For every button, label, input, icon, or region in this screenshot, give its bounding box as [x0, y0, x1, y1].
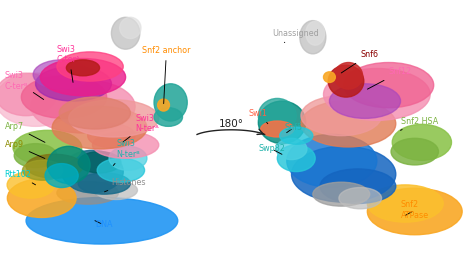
Ellipse shape	[323, 72, 335, 82]
Ellipse shape	[8, 179, 76, 218]
Ellipse shape	[120, 17, 141, 39]
Ellipse shape	[22, 160, 63, 180]
Ellipse shape	[339, 188, 382, 209]
Text: DNA: DNA	[95, 220, 112, 229]
Ellipse shape	[57, 181, 118, 204]
Ellipse shape	[306, 21, 325, 45]
Ellipse shape	[109, 146, 147, 170]
Ellipse shape	[258, 101, 306, 144]
Ellipse shape	[111, 17, 140, 49]
Text: Arp9: Arp9	[5, 140, 45, 159]
Ellipse shape	[329, 84, 401, 118]
Ellipse shape	[367, 188, 462, 235]
Ellipse shape	[280, 127, 313, 144]
Text: Snf2 anchor: Snf2 anchor	[142, 46, 191, 104]
Ellipse shape	[287, 134, 377, 188]
Text: Histones: Histones	[104, 178, 146, 192]
Ellipse shape	[300, 21, 326, 54]
Ellipse shape	[31, 80, 135, 133]
Ellipse shape	[0, 73, 76, 126]
Ellipse shape	[261, 121, 294, 137]
Ellipse shape	[154, 84, 187, 121]
Text: Swi3
N-terᴬ: Swi3 N-terᴬ	[123, 114, 159, 142]
Ellipse shape	[320, 169, 396, 203]
Text: 180°: 180°	[219, 119, 243, 129]
Ellipse shape	[344, 63, 434, 108]
Ellipse shape	[57, 52, 123, 81]
Text: Swi3
C-terᴮ: Swi3 C-terᴮ	[5, 72, 44, 99]
Ellipse shape	[7, 172, 55, 198]
Ellipse shape	[40, 59, 126, 96]
Text: Snf2
ATPase: Snf2 ATPase	[401, 201, 428, 220]
Ellipse shape	[258, 98, 296, 133]
Ellipse shape	[0, 73, 57, 116]
Ellipse shape	[26, 154, 83, 178]
Ellipse shape	[13, 130, 82, 165]
Ellipse shape	[292, 146, 396, 202]
Ellipse shape	[276, 138, 307, 160]
Ellipse shape	[62, 150, 123, 193]
Ellipse shape	[69, 100, 159, 137]
Ellipse shape	[324, 69, 430, 120]
Text: Unassigned: Unassigned	[273, 29, 319, 43]
Ellipse shape	[78, 152, 121, 173]
Text: Swp82: Swp82	[258, 144, 285, 154]
Ellipse shape	[154, 108, 182, 126]
Ellipse shape	[26, 197, 178, 244]
Text: Swi3
C-terᴬ: Swi3 C-terᴬ	[57, 45, 81, 82]
Ellipse shape	[21, 76, 107, 118]
Ellipse shape	[95, 181, 137, 200]
Ellipse shape	[33, 60, 90, 89]
Ellipse shape	[301, 100, 396, 147]
Ellipse shape	[88, 124, 135, 148]
Ellipse shape	[328, 65, 364, 97]
Ellipse shape	[52, 106, 147, 149]
Ellipse shape	[78, 173, 130, 194]
Ellipse shape	[47, 146, 90, 184]
Ellipse shape	[334, 63, 363, 89]
Text: Arp7: Arp7	[5, 122, 45, 142]
Ellipse shape	[59, 97, 130, 129]
Ellipse shape	[391, 138, 438, 165]
Ellipse shape	[97, 158, 145, 182]
Text: Swi1: Swi1	[249, 109, 268, 124]
Ellipse shape	[92, 132, 159, 158]
Ellipse shape	[157, 99, 170, 111]
Text: Swi3
N-terᴮ: Swi3 N-terᴮ	[113, 139, 140, 165]
Ellipse shape	[367, 185, 443, 222]
Text: Snf6: Snf6	[341, 50, 378, 73]
Ellipse shape	[66, 60, 100, 76]
Ellipse shape	[392, 124, 451, 160]
Ellipse shape	[14, 144, 57, 168]
Ellipse shape	[301, 96, 382, 136]
Ellipse shape	[45, 164, 78, 188]
Text: Snf2 HSA: Snf2 HSA	[401, 117, 438, 130]
Text: Snf5: Snf5	[284, 123, 302, 133]
Text: Snf12: Snf12	[367, 67, 412, 89]
Ellipse shape	[313, 182, 370, 206]
Text: Rtt102: Rtt102	[4, 170, 36, 185]
Ellipse shape	[277, 145, 315, 172]
Ellipse shape	[36, 66, 111, 101]
